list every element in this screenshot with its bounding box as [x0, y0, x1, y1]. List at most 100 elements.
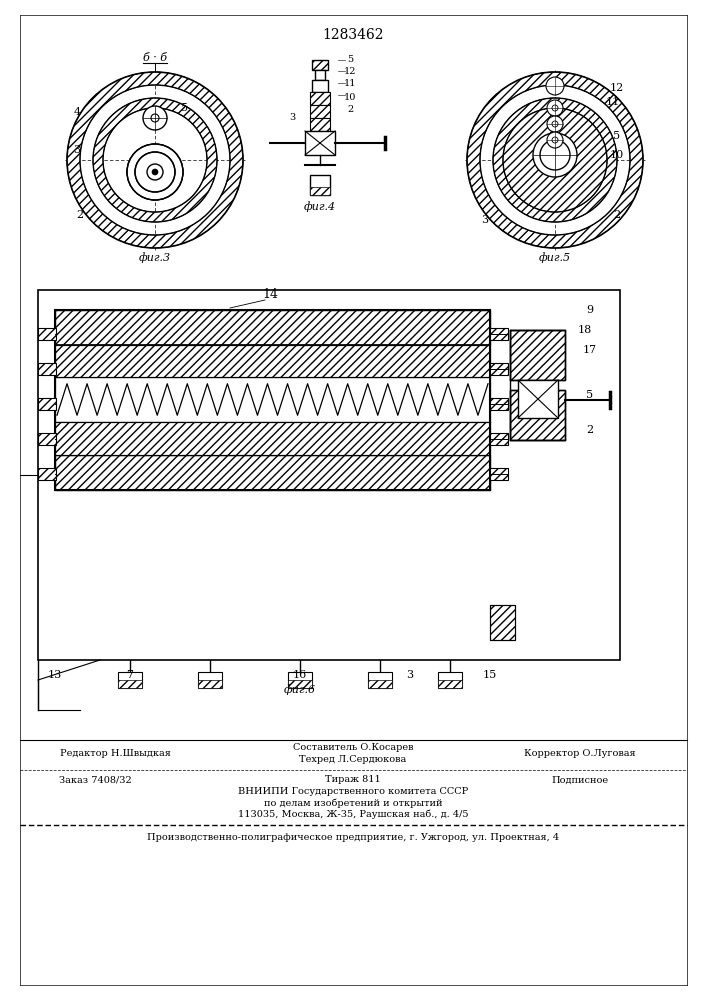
- Wedge shape: [67, 72, 243, 248]
- Text: Подписное: Подписное: [551, 776, 609, 784]
- Bar: [490, 433, 508, 445]
- Text: 113035, Москва, Ж-35, Раушская наб., д. 4/5: 113035, Москва, Ж-35, Раушская наб., д. …: [238, 809, 468, 819]
- Text: 15: 15: [483, 670, 497, 680]
- Text: 3: 3: [407, 670, 414, 680]
- Bar: [490, 605, 515, 640]
- Circle shape: [552, 121, 558, 127]
- Text: 5: 5: [614, 131, 621, 141]
- Wedge shape: [493, 98, 617, 222]
- Bar: [490, 363, 508, 375]
- Bar: [305, 131, 335, 155]
- Bar: [198, 680, 222, 688]
- Text: фиг.6: фиг.6: [284, 685, 316, 695]
- Bar: [510, 330, 565, 380]
- Text: 1283462: 1283462: [322, 28, 384, 42]
- Text: Заказ 7408/32: Заказ 7408/32: [59, 776, 132, 784]
- Bar: [38, 328, 56, 340]
- Circle shape: [552, 137, 558, 143]
- Text: 4: 4: [74, 107, 81, 117]
- Bar: [368, 680, 392, 688]
- Text: 3: 3: [74, 145, 81, 155]
- Wedge shape: [503, 108, 607, 212]
- Bar: [288, 680, 312, 688]
- Bar: [490, 605, 515, 640]
- Text: 2: 2: [347, 105, 353, 114]
- Bar: [310, 92, 330, 105]
- Circle shape: [143, 106, 167, 130]
- Text: 17: 17: [583, 345, 597, 355]
- Text: 11: 11: [606, 97, 620, 107]
- Circle shape: [147, 164, 163, 180]
- Bar: [310, 105, 330, 118]
- Circle shape: [547, 100, 563, 116]
- Bar: [438, 680, 462, 688]
- Text: по делам изобретений и открытий: по делам изобретений и открытий: [264, 798, 443, 808]
- Text: 11: 11: [344, 80, 356, 89]
- Text: Корректор О.Луговая: Корректор О.Луговая: [524, 748, 636, 758]
- Bar: [55, 310, 490, 345]
- Bar: [38, 363, 56, 375]
- Text: фиг.3: фиг.3: [139, 253, 171, 263]
- Wedge shape: [93, 98, 217, 222]
- Text: б · б: б · б: [143, 53, 167, 63]
- Text: 7: 7: [127, 670, 134, 680]
- Circle shape: [546, 77, 564, 95]
- Text: 12: 12: [610, 83, 624, 93]
- Text: 12: 12: [344, 68, 356, 77]
- Bar: [38, 398, 56, 410]
- Text: 2: 2: [76, 210, 83, 220]
- Text: 5: 5: [347, 55, 353, 64]
- Circle shape: [151, 114, 159, 122]
- Bar: [55, 345, 490, 377]
- Bar: [518, 380, 558, 418]
- Circle shape: [533, 133, 577, 177]
- Bar: [55, 377, 490, 422]
- Circle shape: [135, 152, 175, 192]
- Bar: [118, 680, 142, 688]
- Wedge shape: [467, 72, 643, 248]
- Circle shape: [127, 144, 183, 200]
- Text: фиг.4: фиг.4: [304, 202, 336, 212]
- Text: Составитель О.Косарев: Составитель О.Косарев: [293, 744, 414, 752]
- Text: 9: 9: [586, 305, 594, 315]
- Bar: [118, 672, 142, 688]
- Bar: [510, 390, 565, 440]
- Bar: [38, 433, 56, 445]
- Bar: [55, 422, 490, 455]
- Bar: [490, 328, 508, 340]
- Bar: [38, 468, 56, 480]
- Bar: [510, 330, 565, 380]
- Text: 16: 16: [293, 670, 307, 680]
- Text: 2: 2: [586, 425, 594, 435]
- Bar: [490, 468, 508, 480]
- Text: Тираж 811: Тираж 811: [325, 776, 381, 784]
- Bar: [55, 345, 490, 377]
- Text: 3: 3: [481, 215, 489, 225]
- Bar: [438, 672, 462, 688]
- Text: фиг.5: фиг.5: [539, 253, 571, 263]
- Bar: [310, 187, 330, 195]
- Text: Производственно-полиграфическое предприятие, г. Ужгород, ул. Проектная, 4: Производственно-полиграфическое предприя…: [147, 832, 559, 842]
- Bar: [198, 672, 222, 688]
- Bar: [55, 455, 490, 490]
- Wedge shape: [135, 152, 175, 192]
- Text: ВНИИПИ Государственного комитета СССР: ВНИИПИ Государственного комитета СССР: [238, 788, 468, 796]
- Text: 14: 14: [262, 288, 278, 302]
- Text: 5: 5: [586, 390, 594, 400]
- Text: 3: 3: [289, 112, 295, 121]
- Bar: [38, 290, 620, 660]
- Bar: [312, 60, 328, 70]
- Text: 18: 18: [578, 325, 592, 335]
- Bar: [288, 672, 312, 688]
- Circle shape: [547, 116, 563, 132]
- Bar: [315, 70, 325, 80]
- Text: 2: 2: [614, 210, 621, 220]
- Bar: [312, 80, 328, 92]
- Bar: [368, 672, 392, 688]
- Wedge shape: [503, 108, 607, 212]
- Bar: [490, 398, 508, 410]
- Text: 10: 10: [344, 93, 356, 102]
- Circle shape: [547, 132, 563, 148]
- Circle shape: [540, 140, 570, 170]
- Text: 13: 13: [48, 670, 62, 680]
